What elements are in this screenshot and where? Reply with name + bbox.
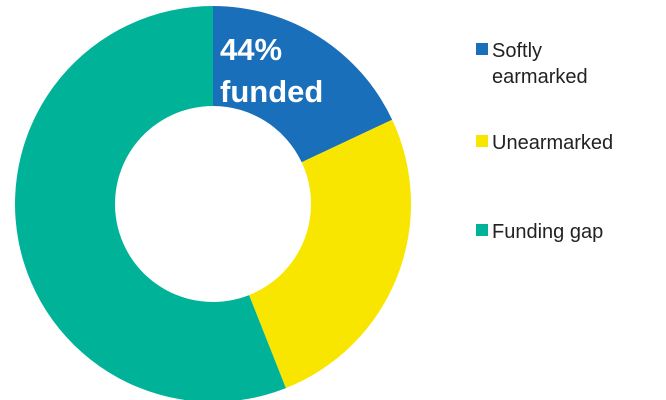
legend-label: Funding gap	[492, 221, 604, 243]
slice	[213, 6, 393, 163]
legend-label: Unearmarked	[492, 132, 614, 154]
slice	[249, 119, 411, 389]
slices	[15, 6, 411, 400]
legend-item: Unearmarked	[476, 130, 662, 156]
annotation-line: 44%	[220, 32, 282, 67]
legend-swatch	[476, 224, 488, 236]
legend-item: Softly earmarked	[476, 38, 612, 90]
legend-swatch	[476, 43, 488, 55]
legend-item: Funding gap	[476, 219, 662, 245]
annotation-line: funded	[220, 74, 323, 109]
legend-swatch	[476, 135, 488, 147]
legend-label: Softly earmarked	[492, 40, 588, 88]
slice	[15, 6, 286, 400]
